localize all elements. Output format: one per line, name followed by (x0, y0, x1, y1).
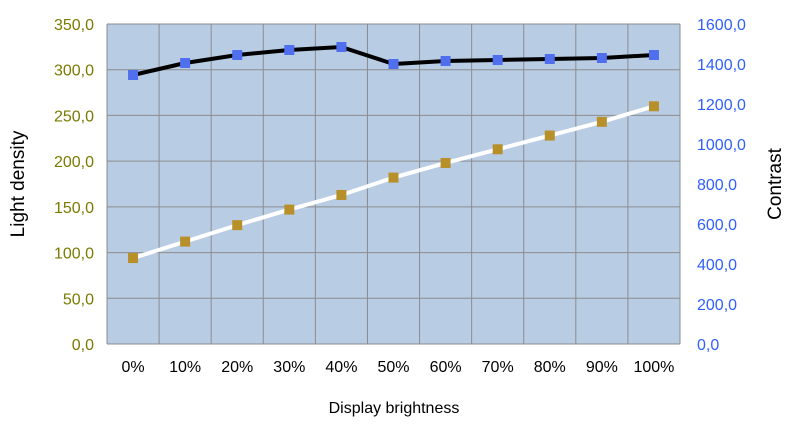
right-tick-label: 1200,0 (697, 97, 746, 114)
plot-area (107, 24, 680, 344)
right-tick-label: 800,0 (697, 177, 737, 194)
series-point (492, 144, 503, 155)
right-tick-label: 1600,0 (697, 17, 746, 34)
series-point (492, 55, 503, 65)
left-axis-title: Light density (8, 130, 29, 237)
series-point (596, 116, 607, 127)
left-tick-label: 250,0 (54, 108, 94, 125)
right-tick-label: 1400,0 (697, 57, 746, 74)
right-tick-label: 1000,0 (697, 137, 746, 154)
series-layer (128, 42, 659, 264)
series-point (180, 58, 191, 68)
series-point (388, 59, 399, 69)
right-tick-label: 600,0 (697, 217, 737, 234)
x-tick-label: 70% (482, 359, 514, 376)
right-axis-title: Contrast (765, 147, 786, 220)
x-tick-label: 10% (169, 359, 201, 376)
series-point (544, 130, 555, 141)
right-tick-label: 0,0 (697, 337, 719, 354)
series-point (596, 53, 607, 63)
series-point (336, 189, 347, 200)
x-tick-label: 60% (430, 359, 462, 376)
series-point (544, 54, 555, 64)
series-point (648, 101, 659, 112)
left-tick-label: 300,0 (54, 63, 94, 80)
x-tick-label: 40% (325, 359, 357, 376)
series-point (180, 236, 191, 247)
x-axis-title: Display brightness (329, 400, 460, 417)
gridlines (106, 23, 681, 345)
series-point (440, 56, 451, 66)
x-axis: 0% 10% 20% 30% 40% 50% 60% 70% 80% 90% 100% (121, 359, 674, 376)
x-tick-label: 90% (586, 359, 618, 376)
series-point (232, 220, 243, 231)
series-point (388, 172, 399, 183)
x-tick-label: 100% (633, 359, 674, 376)
series-point (336, 42, 347, 52)
left-tick-label: 0,0 (72, 337, 94, 354)
series-point (648, 50, 659, 60)
x-tick-label: 80% (534, 359, 566, 376)
right-tick-label: 400,0 (697, 257, 737, 274)
left-tick-label: 50,0 (63, 291, 94, 308)
left-tick-label: 350,0 (54, 17, 94, 34)
series-point (440, 157, 451, 168)
x-tick-label: 20% (221, 359, 253, 376)
x-tick-label: 0% (121, 359, 144, 376)
x-tick-label: 50% (377, 359, 409, 376)
right-tick-label: 200,0 (697, 297, 737, 314)
left-tick-label: 100,0 (54, 246, 94, 263)
series-point (128, 253, 139, 264)
left-tick-label: 200,0 (54, 154, 94, 171)
series-point (232, 50, 243, 60)
right-axis: 0,0 200,0 400,0 600,0 800,0 1000,0 1200,0 1400,… (697, 17, 746, 354)
series-point (284, 45, 295, 55)
left-axis: 0,0 50,0 100,0 150,0 200,0 250,0 300,0 350,0 (54, 17, 94, 354)
x-tick-label: 30% (273, 359, 305, 376)
series-point (284, 204, 295, 215)
left-tick-label: 150,0 (54, 200, 94, 217)
series-point (128, 70, 139, 80)
